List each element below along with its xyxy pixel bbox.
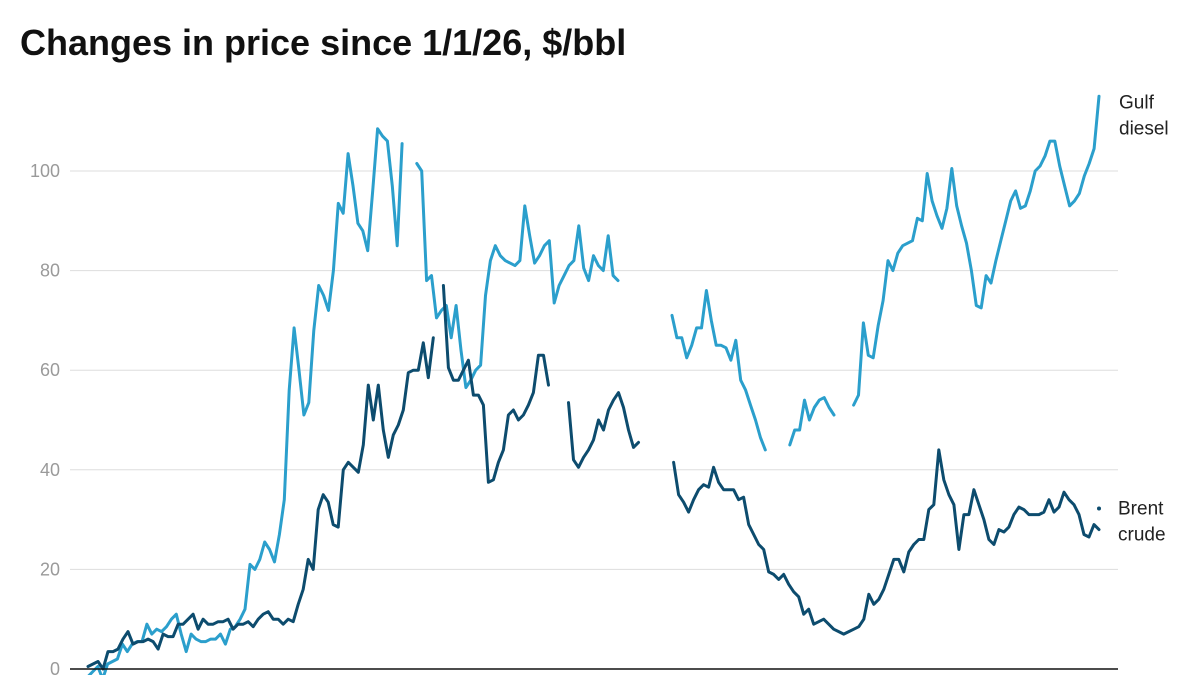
series-label-line: diesel (1119, 118, 1169, 139)
series-line-brent-crude (86, 284, 1101, 671)
y-tick-label-60: 60 (40, 360, 60, 380)
y-tick-label-0: 0 (50, 659, 60, 675)
series-label-line: Brent (1118, 499, 1164, 520)
y-tick-label-40: 40 (40, 460, 60, 480)
series-label-line: crude (1118, 525, 1166, 546)
series-label-brent-crude: Brent crude (1118, 499, 1166, 546)
series-labels: Gulf diesel Brent crude (1097, 92, 1169, 546)
y-tick-label-20: 20 (40, 559, 60, 579)
chart-title: Changes in price since 1/1/26, $/bbl (20, 22, 627, 63)
series-line-gulf-diesel (87, 94, 1101, 675)
gridlines (70, 170, 1118, 570)
y-tick-label-100: 100 (30, 161, 60, 181)
series-lines (86, 94, 1101, 675)
y-tick-label-80: 80 (40, 261, 60, 281)
y-tick-labels: 0 20 40 60 80 100 (30, 161, 60, 675)
series-label-gulf-diesel: Gulf diesel (1119, 92, 1169, 139)
series-label-marker-brent-crude (1097, 506, 1101, 511)
series-label-line: Gulf (1119, 92, 1155, 113)
